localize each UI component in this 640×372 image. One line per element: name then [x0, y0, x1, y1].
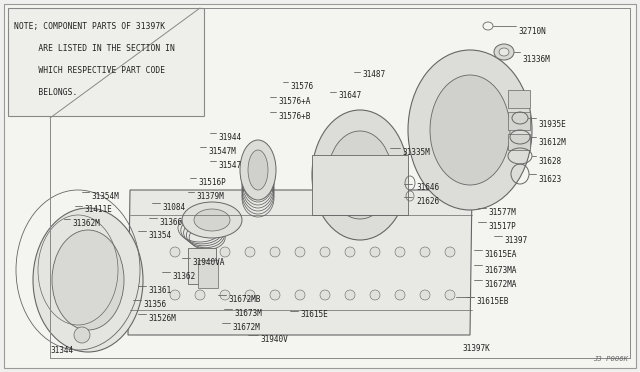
- Text: NOTE; COMPONENT PARTS OF 31397K: NOTE; COMPONENT PARTS OF 31397K: [14, 22, 165, 31]
- Text: 31354: 31354: [148, 231, 171, 240]
- Text: 31935E: 31935E: [538, 120, 566, 129]
- Text: 31361: 31361: [148, 286, 171, 295]
- Text: 31672MA: 31672MA: [484, 280, 516, 289]
- Text: 31623: 31623: [538, 175, 561, 184]
- Text: 31628: 31628: [538, 157, 561, 166]
- Text: 31344: 31344: [50, 346, 73, 355]
- Text: 31335M: 31335M: [402, 148, 429, 157]
- Ellipse shape: [499, 48, 509, 56]
- Ellipse shape: [295, 290, 305, 300]
- Text: 31336M: 31336M: [522, 55, 550, 64]
- Ellipse shape: [220, 247, 230, 257]
- Ellipse shape: [220, 290, 230, 300]
- Text: 31379M: 31379M: [196, 192, 224, 201]
- Ellipse shape: [245, 290, 255, 300]
- Text: ARE LISTED IN THE SECTION IN: ARE LISTED IN THE SECTION IN: [14, 44, 175, 53]
- Ellipse shape: [345, 247, 355, 257]
- Bar: [508, 112, 530, 130]
- Text: 31646: 31646: [416, 183, 439, 192]
- Text: 31647: 31647: [338, 91, 361, 100]
- Ellipse shape: [494, 44, 514, 60]
- Ellipse shape: [370, 247, 380, 257]
- Ellipse shape: [170, 290, 180, 300]
- Ellipse shape: [270, 290, 280, 300]
- Text: 31576: 31576: [290, 82, 313, 91]
- Text: 31547: 31547: [218, 161, 241, 170]
- Ellipse shape: [248, 150, 268, 190]
- Text: 31615EA: 31615EA: [484, 250, 516, 259]
- Text: 31397: 31397: [504, 236, 527, 245]
- Text: J3 P006K: J3 P006K: [593, 356, 628, 362]
- Ellipse shape: [370, 290, 380, 300]
- Text: 31576+B: 31576+B: [278, 112, 310, 121]
- Ellipse shape: [270, 247, 280, 257]
- Text: 31487: 31487: [362, 70, 385, 79]
- Ellipse shape: [52, 230, 124, 330]
- Ellipse shape: [195, 247, 205, 257]
- Text: 31354M: 31354M: [91, 192, 119, 201]
- Text: 31084: 31084: [162, 203, 185, 212]
- Ellipse shape: [74, 327, 90, 343]
- Ellipse shape: [408, 50, 532, 210]
- Text: 32710N: 32710N: [518, 27, 546, 36]
- Text: 31526M: 31526M: [148, 314, 176, 323]
- Text: 31672MB: 31672MB: [228, 295, 260, 304]
- Ellipse shape: [295, 247, 305, 257]
- Ellipse shape: [328, 131, 392, 219]
- Ellipse shape: [170, 247, 180, 257]
- Ellipse shape: [182, 202, 242, 238]
- Ellipse shape: [395, 247, 405, 257]
- Ellipse shape: [312, 110, 408, 240]
- Text: 31366: 31366: [159, 218, 182, 227]
- Polygon shape: [128, 190, 472, 335]
- Ellipse shape: [245, 247, 255, 257]
- Text: WHICH RESPECTIVE PART CODE: WHICH RESPECTIVE PART CODE: [14, 66, 165, 75]
- Ellipse shape: [320, 247, 330, 257]
- Text: 31615EB: 31615EB: [476, 297, 508, 306]
- Ellipse shape: [420, 247, 430, 257]
- Text: 21626: 21626: [416, 197, 439, 206]
- Bar: [508, 90, 530, 108]
- Text: 31940VA: 31940VA: [192, 258, 225, 267]
- Text: 31612M: 31612M: [538, 138, 566, 147]
- Text: 31362: 31362: [172, 272, 195, 281]
- Text: 31940V: 31940V: [260, 335, 288, 344]
- Text: 31672M: 31672M: [232, 323, 260, 332]
- Text: BELONGS.: BELONGS.: [14, 88, 77, 97]
- Ellipse shape: [33, 208, 143, 352]
- Ellipse shape: [195, 290, 205, 300]
- Text: 31516P: 31516P: [198, 178, 226, 187]
- Text: 31362M: 31362M: [72, 219, 100, 228]
- Ellipse shape: [420, 290, 430, 300]
- Text: 31577M: 31577M: [488, 208, 516, 217]
- Text: 31673MA: 31673MA: [484, 266, 516, 275]
- Bar: [508, 134, 530, 150]
- Ellipse shape: [345, 290, 355, 300]
- Bar: [198, 260, 218, 288]
- Bar: [312, 155, 408, 215]
- Text: 31615E: 31615E: [300, 310, 328, 319]
- Bar: [188, 248, 216, 284]
- Ellipse shape: [240, 140, 276, 200]
- Ellipse shape: [445, 247, 455, 257]
- Text: 31547M: 31547M: [208, 147, 236, 156]
- Text: 31576+A: 31576+A: [278, 97, 310, 106]
- Text: 31944: 31944: [218, 133, 241, 142]
- Ellipse shape: [445, 290, 455, 300]
- Ellipse shape: [430, 75, 510, 185]
- Ellipse shape: [194, 209, 230, 231]
- Ellipse shape: [320, 290, 330, 300]
- Text: 31356: 31356: [143, 300, 166, 309]
- Text: 31411E: 31411E: [84, 205, 112, 214]
- Text: 31517P: 31517P: [488, 222, 516, 231]
- Text: 31673M: 31673M: [234, 309, 262, 318]
- Text: 31397K: 31397K: [462, 344, 490, 353]
- Bar: [8, 8, 204, 116]
- Ellipse shape: [395, 290, 405, 300]
